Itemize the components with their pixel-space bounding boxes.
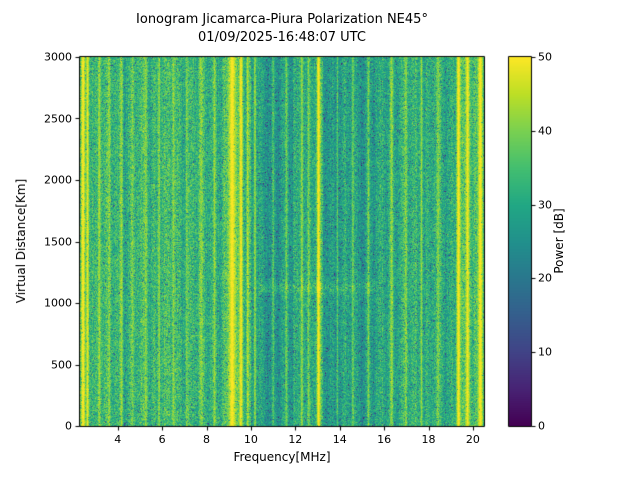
x-axis-label: Frequency[MHz] xyxy=(233,450,331,464)
y-tick-label: 2500 xyxy=(44,112,72,125)
x-tick-label: 10 xyxy=(243,433,258,446)
x-tick-label: 8 xyxy=(203,433,211,446)
x-tick-label: 12 xyxy=(288,433,303,446)
chart-title: Ionogram Jicamarca-Piura Polarization NE… xyxy=(80,11,484,47)
x-tick-label: 6 xyxy=(158,433,166,446)
colorbar-tick-label: 10 xyxy=(538,345,552,359)
colorbar-label: Power [dB] xyxy=(552,208,566,274)
colorbar-tick-label: 50 xyxy=(538,50,552,64)
y-tick-label: 3000 xyxy=(44,50,72,64)
y-tick-label: 1500 xyxy=(44,235,72,248)
y-tick-label: 0 xyxy=(65,419,72,433)
colorbar-tick-label: 40 xyxy=(538,124,552,138)
colorbar-tick-label: 0 xyxy=(538,419,545,433)
x-tick-label: 16 xyxy=(377,433,392,446)
x-tick-label: 14 xyxy=(332,433,347,446)
colorbar-tick-label: 20 xyxy=(538,271,552,285)
chart-title-line2: 01/09/2025-16:48:07 UTC xyxy=(198,30,366,45)
y-tick-label: 2000 xyxy=(44,173,72,187)
colorbar-tick-label: 30 xyxy=(538,198,552,212)
x-tick-label: 4 xyxy=(114,433,122,446)
y-tick-label: 1000 xyxy=(44,296,72,310)
y-tick-label: 500 xyxy=(51,358,72,371)
chart-title-line1: Ionogram Jicamarca-Piura Polarization NE… xyxy=(136,12,428,27)
y-axis-label: Virtual Distance[Km] xyxy=(14,178,28,304)
x-tick-label: 18 xyxy=(421,433,436,446)
x-tick-label: 20 xyxy=(465,433,480,446)
